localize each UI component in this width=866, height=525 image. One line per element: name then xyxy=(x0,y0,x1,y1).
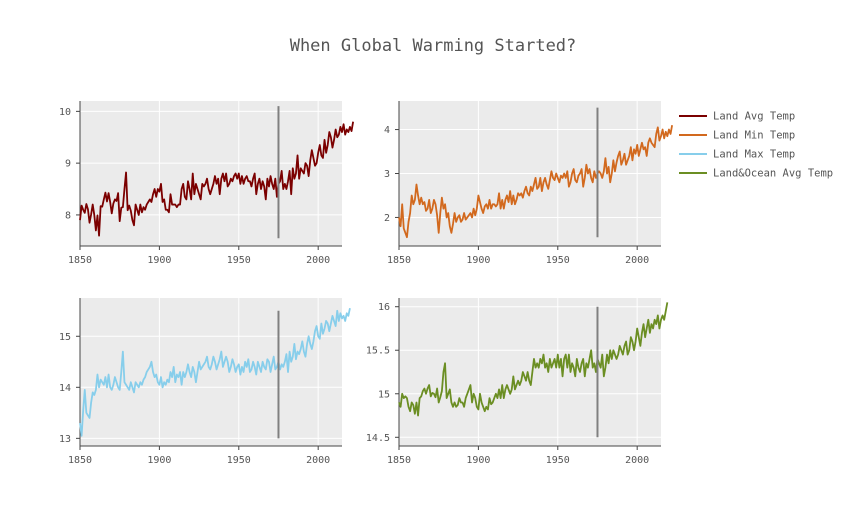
legend: Land Avg Temp Land Min Temp Land Max Tem… xyxy=(679,111,833,180)
x-tick-label: 1950 xyxy=(227,255,251,266)
y-tick-label: 8 xyxy=(65,210,71,221)
y-tick-label: 9 xyxy=(65,159,71,170)
x-tick-label: 1950 xyxy=(546,255,570,266)
x-tick-label: 2000 xyxy=(306,255,330,266)
plot-background xyxy=(80,298,342,446)
y-tick-label: 13 xyxy=(59,434,71,445)
series-line xyxy=(79,121,355,237)
series-line xyxy=(398,302,669,417)
legend-item[interactable]: Land Min Temp xyxy=(679,130,795,142)
series-line xyxy=(79,308,351,437)
panel-land-avg: 1850 1900 1950 2000 8 9 10 xyxy=(59,101,355,266)
y-tick-label: 14 xyxy=(59,383,71,394)
y-tick-label: 3 xyxy=(384,169,390,180)
x-tick-label: 1900 xyxy=(147,455,171,466)
y-tick-label: 4 xyxy=(384,125,390,136)
legend-item[interactable]: Land Avg Temp xyxy=(679,111,795,123)
y-tick-label: 16 xyxy=(378,302,390,313)
x-tick-label: 1850 xyxy=(387,255,411,266)
chart-title: When Global Warming Started? xyxy=(290,36,577,56)
x-tick-label: 2000 xyxy=(625,255,649,266)
legend-label: Land Max Temp xyxy=(713,149,795,161)
x-tick-label: 2000 xyxy=(306,455,330,466)
y-tick-label: 10 xyxy=(59,107,71,118)
panel-land-min: 1850 1900 1950 2000 2 3 4 xyxy=(384,101,674,266)
x-tick-label: 1900 xyxy=(466,255,490,266)
x-tick-label: 1950 xyxy=(227,455,251,466)
x-tick-label: 2000 xyxy=(625,455,649,466)
x-tick-label: 1850 xyxy=(68,255,92,266)
series-line xyxy=(398,125,674,239)
y-tick-label: 2 xyxy=(384,213,390,224)
x-tick-label: 1900 xyxy=(466,455,490,466)
plot-background xyxy=(80,101,342,246)
x-tick-label: 1950 xyxy=(546,455,570,466)
x-tick-label: 1900 xyxy=(147,255,171,266)
y-tick-label: 15 xyxy=(378,389,390,400)
panel-land-max: 1850 1900 1950 2000 13 14 15 xyxy=(59,298,351,466)
y-tick-label: 15.5 xyxy=(366,346,390,357)
panel-land-ocean-avg: 1850 1900 1950 2000 14.5 15 15.5 16 xyxy=(366,298,669,466)
y-tick-label: 14.5 xyxy=(366,433,390,444)
legend-item[interactable]: Land&Ocean Avg Temp xyxy=(679,168,833,180)
plot-background xyxy=(399,298,661,446)
legend-label: Land&Ocean Avg Temp xyxy=(713,168,833,180)
legend-label: Land Min Temp xyxy=(713,130,795,142)
x-tick-label: 1850 xyxy=(68,455,92,466)
y-tick-label: 15 xyxy=(59,332,71,343)
legend-item[interactable]: Land Max Temp xyxy=(679,149,795,161)
x-tick-label: 1850 xyxy=(387,455,411,466)
legend-label: Land Avg Temp xyxy=(713,111,795,123)
